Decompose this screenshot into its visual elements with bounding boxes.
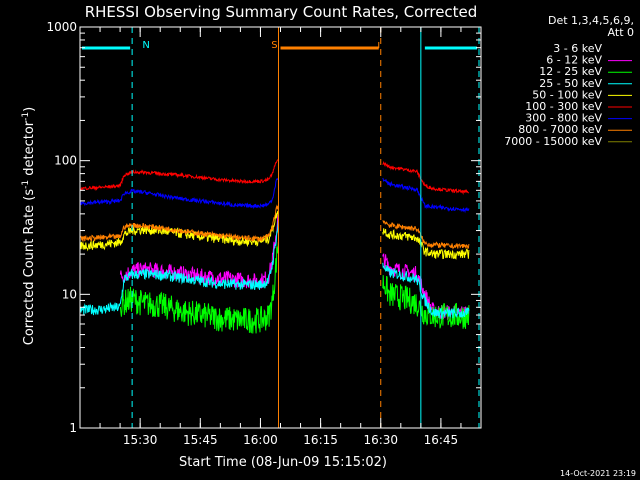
series-line-5 xyxy=(80,159,469,196)
annotation-1: S xyxy=(271,40,277,51)
y-axis-label-middle: detector xyxy=(22,120,37,180)
legend-label-2: 12 - 25 keV xyxy=(539,65,602,78)
series-line-4 xyxy=(80,210,470,260)
series-line-6 xyxy=(80,177,470,214)
legend-header-1: Att 0 xyxy=(608,26,634,39)
y-tick-label-2: 100 xyxy=(54,154,77,168)
y-axis-label: Corrected Count Rate (s-1 detector-1) xyxy=(21,107,37,345)
y-tick-label-1: 10 xyxy=(62,287,77,301)
x-axis-label: Start Time (08-Jun-09 15:15:02) xyxy=(179,455,387,470)
legend-label-4: 50 - 100 keV xyxy=(532,88,602,101)
annotation-0: N xyxy=(142,40,149,51)
x-tick-label-0: 15:30 xyxy=(123,433,158,447)
legend-label-1: 6 - 12 keV xyxy=(546,54,602,67)
series-line-7 xyxy=(80,204,470,250)
y-axis-label-exponent-1: -1 xyxy=(21,180,31,189)
x-tick-label-5: 16:45 xyxy=(424,433,459,447)
legend-label-0: 3 - 6 keV xyxy=(553,42,602,55)
chart-title: RHESSI Observing Summary Count Rates, Co… xyxy=(85,3,478,21)
legend-label-3: 25 - 50 keV xyxy=(539,77,602,90)
y-tick-label-3: 1000 xyxy=(46,20,77,34)
x-tick-label-1: 15:45 xyxy=(183,433,218,447)
x-tick-label-4: 16:30 xyxy=(363,433,398,447)
footer-date: 14-Oct-2021 23:19 xyxy=(560,469,636,478)
legend-header-0: Det 1,3,4,5,6,9, xyxy=(548,14,634,27)
y-axis-label-exponent-2: -1 xyxy=(21,112,31,121)
x-axis: 15:30 15:45 16:00 16:15 16:30 16:45 xyxy=(79,27,482,447)
y-tick-label-0: 1 xyxy=(69,421,77,435)
legend-label-5: 100 - 300 keV xyxy=(525,100,602,113)
x-tick-label-3: 16:15 xyxy=(303,433,338,447)
legend-label-6: 300 - 800 keV xyxy=(525,112,602,125)
series-line-2 xyxy=(119,242,470,334)
y-axis-label-main: Corrected Count Rate (s xyxy=(22,189,37,346)
y-axis: 1 10 100 1000 xyxy=(46,20,481,435)
y-axis-label-end: ) xyxy=(22,107,37,112)
legend-label-7: 800 - 7000 keV xyxy=(518,123,602,136)
series-line-3 xyxy=(80,220,470,320)
legend-label-8: 7000 - 15000 keV xyxy=(504,135,602,148)
x-tick-label-2: 16:00 xyxy=(243,433,278,447)
